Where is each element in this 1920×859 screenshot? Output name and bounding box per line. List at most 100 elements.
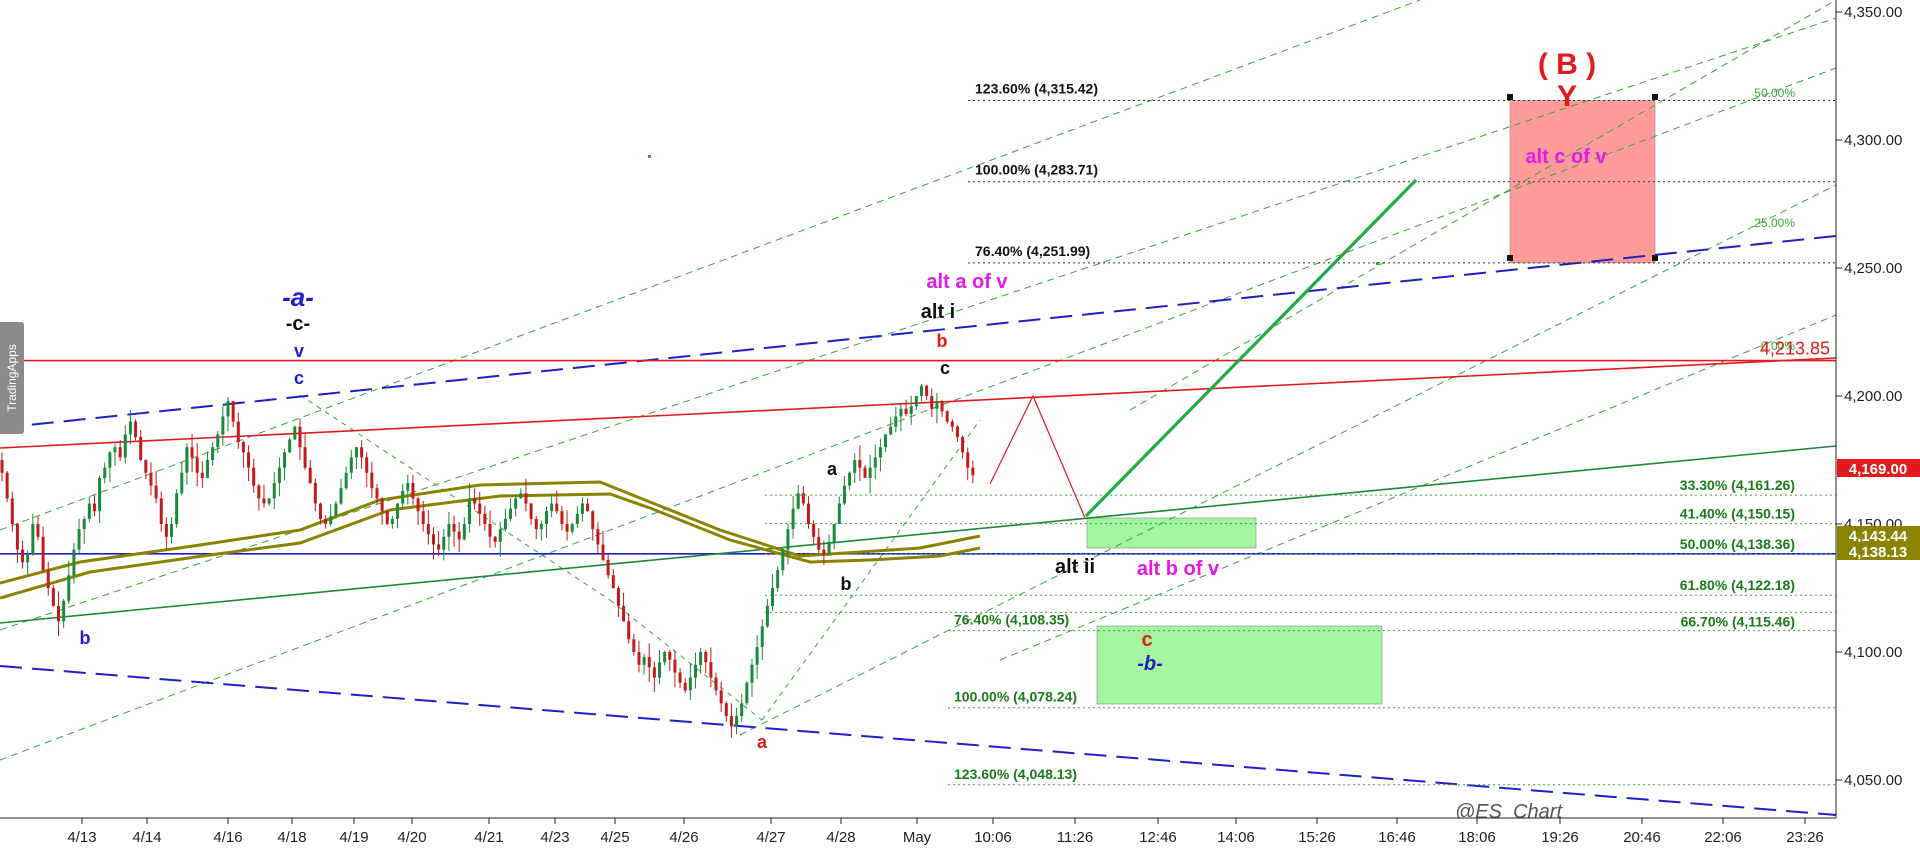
channel-line (739, 184, 1836, 736)
candle-body (354, 447, 358, 458)
candle-body (781, 549, 785, 571)
candle-body (344, 472, 348, 489)
candle-body (308, 467, 312, 484)
candle-body (139, 436, 143, 460)
candle-body (298, 426, 302, 448)
x-tick-label: 4/21 (474, 829, 503, 846)
level-label-4213: 4,213.85 (1760, 339, 1830, 359)
candle-body (0, 460, 4, 473)
wave-label: ( B ) (1538, 48, 1596, 81)
plot-area[interactable]: 123.60% (4,315.42) 100.00% (4,283.71) 76.4… (0, 0, 1920, 823)
candle-body (709, 662, 713, 678)
price-badge (1837, 526, 1920, 544)
candle-body (755, 646, 759, 665)
candle-body (431, 534, 435, 545)
channel-percent-label: 50.00% (1754, 86, 1795, 100)
wave-label: b (937, 331, 948, 351)
x-tick-label: 4/16 (213, 829, 242, 846)
wave-label: alt i (921, 301, 955, 323)
candle-body (529, 503, 533, 519)
x-tick-label: 4/13 (67, 829, 96, 846)
channel-percent-label: 0.00% (1761, 339, 1795, 353)
box-handle[interactable] (1652, 94, 1658, 100)
candle-body (688, 677, 692, 691)
wave-label: a (827, 459, 838, 479)
candle-body (318, 503, 322, 519)
fib-extension-label: 76.40% (4,108.35) (954, 612, 1069, 628)
candle-body (745, 682, 749, 704)
candle-body (919, 385, 923, 396)
candle-body (904, 408, 908, 414)
candle-body (791, 508, 795, 530)
candle-body (154, 485, 158, 499)
x-tick-label: 4/28 (826, 829, 855, 846)
candle-body (57, 605, 61, 622)
wave-label: alt a of v (926, 271, 1008, 293)
candle-body (185, 447, 189, 473)
x-tick-label: 12:46 (1139, 829, 1177, 846)
candle-body (190, 447, 194, 458)
marker-dot (648, 155, 651, 158)
wave-label: alt ii (1055, 556, 1095, 578)
x-tick-label: 4/23 (540, 829, 569, 846)
candle-body (128, 421, 132, 435)
candle-body (955, 426, 959, 437)
y-tick-label: 4,100.00 (1844, 644, 1902, 661)
candle-body (46, 570, 50, 588)
candle-body (663, 652, 667, 663)
candle-body (894, 416, 898, 427)
candle-body (72, 549, 76, 576)
target-box-alt-b-support (1086, 517, 1257, 549)
candle-body (539, 524, 543, 530)
candle-body (236, 421, 240, 443)
candle-body (673, 659, 677, 673)
candle-body (277, 467, 281, 484)
candle-body (87, 503, 91, 519)
candle-body (678, 672, 682, 683)
candle-body (21, 549, 25, 563)
candle-body (704, 652, 708, 663)
candle-body (118, 447, 122, 458)
box-handle[interactable] (1507, 255, 1513, 261)
x-tick-label: 15:26 (1298, 829, 1336, 846)
price-badge-label: 4,143.44 (1849, 528, 1908, 545)
x-tick-label: 16:46 (1378, 829, 1416, 846)
candle-body (735, 716, 739, 727)
candle-body (940, 401, 944, 412)
candle-body (534, 518, 538, 530)
channel-line (1129, 0, 1836, 411)
projection-wave-c-path (1084, 178, 1418, 518)
wave-label: c (1141, 629, 1152, 651)
candle-body (740, 703, 744, 716)
candle-body (873, 457, 877, 468)
x-tick-label: 18:06 (1458, 829, 1496, 846)
candle-body (406, 483, 410, 491)
x-tick-label: 22:06 (1704, 829, 1742, 846)
box-handle[interactable] (1507, 94, 1513, 100)
candle-body (519, 493, 523, 499)
candle-body (771, 588, 775, 606)
candle-body (216, 434, 220, 448)
x-tick-label: 4/27 (756, 829, 785, 846)
box-handle[interactable] (1652, 255, 1658, 261)
instrument-tag: @ES_Chart (1455, 801, 1563, 823)
wave-label: v (294, 341, 304, 361)
candle-body (765, 605, 769, 627)
x-tick-label: May (903, 829, 932, 846)
candle-body (586, 503, 590, 512)
moving-average-1 (0, 480, 981, 585)
blue-trendline-upper (0, 235, 1836, 429)
candle-body (164, 524, 168, 537)
candle-body (683, 682, 687, 691)
candle-body (478, 503, 482, 514)
candle-body (370, 472, 374, 489)
candle-body (442, 536, 446, 550)
candle-body (868, 467, 872, 478)
candle-body (899, 408, 903, 417)
candle-body (750, 664, 754, 683)
candle-body (313, 483, 317, 504)
red-trendline (0, 357, 1836, 449)
candle-body (812, 524, 816, 537)
